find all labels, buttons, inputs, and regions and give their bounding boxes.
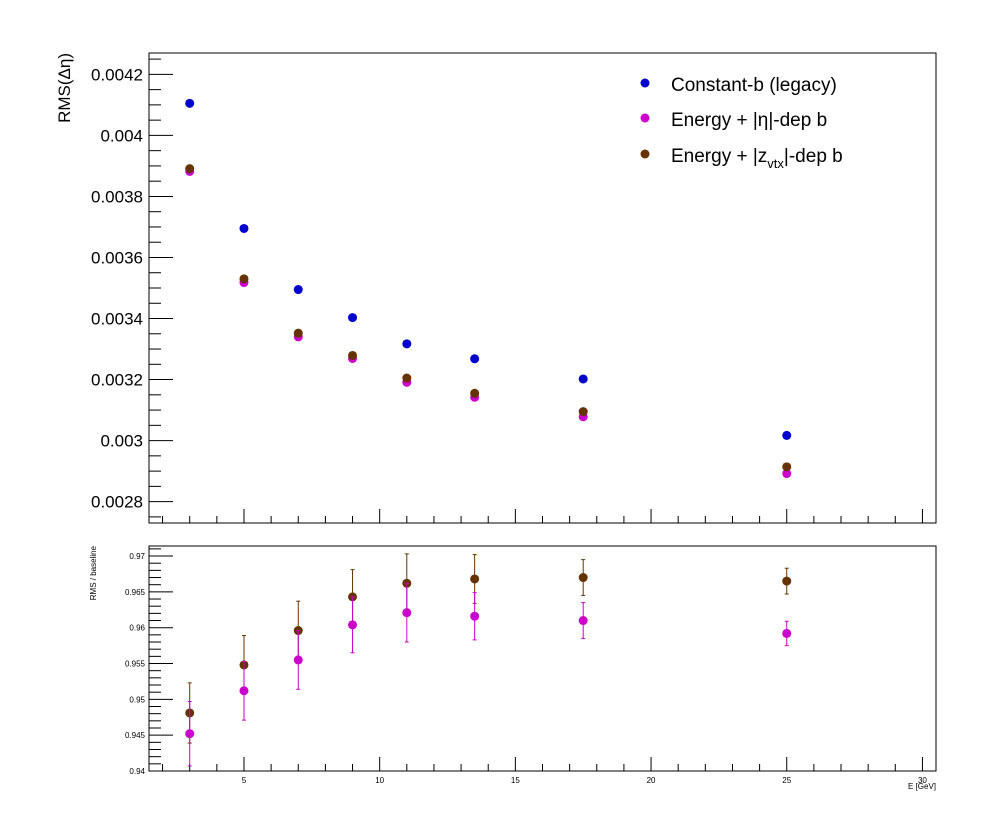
top-point-series2-x3 xyxy=(185,164,195,174)
bottom-x-tick-label-25: 25 xyxy=(782,776,791,785)
top-point-series1-x25 xyxy=(782,469,792,479)
bottom-point-series1-x5 xyxy=(239,686,249,696)
top-point-series0-x3 xyxy=(185,98,195,108)
legend-label-zvtx-dep: Energy + |zvtx|-dep b xyxy=(671,146,843,171)
legend-entry-constant-b: Constant-b (legacy) xyxy=(640,75,837,96)
bottom-y-tick-label-0-955: 0.955 xyxy=(125,660,146,669)
top-point-series0-x9 xyxy=(348,313,358,323)
bottom-x-tick-label-10: 10 xyxy=(375,776,384,785)
top-point-series0-x17-5 xyxy=(578,374,588,384)
bottom-x-tick-label-20: 20 xyxy=(647,776,656,785)
top-point-series2-x11 xyxy=(402,373,412,383)
bottom-point-series1-x25 xyxy=(782,628,792,638)
bottom-x-tick-label-5: 5 xyxy=(242,776,247,785)
top-y-tick-label-0-0032: 0.0032 xyxy=(91,371,143,390)
legend-label-zvtx-tail: |-dep b xyxy=(784,146,843,167)
bottom-point-series0-x13-5 xyxy=(470,574,480,584)
bottom-data-markers xyxy=(185,553,792,767)
bottom-y-axis-title: RMS / baseline xyxy=(89,545,98,600)
bottom-point-series1-x7 xyxy=(293,655,303,665)
bottom-point-series1-x11 xyxy=(402,608,412,618)
top-y-tick-label-0-0042: 0.0042 xyxy=(91,65,143,84)
top-point-series2-x13-5 xyxy=(470,388,480,398)
legend-label-constant-b: Constant-b (legacy) xyxy=(671,75,837,96)
top-y-axis: 0.0028 0.003 0.0032 0.0034 0.0036 0.0038 0.004… xyxy=(91,58,173,518)
top-point-series0-x13-5 xyxy=(470,354,480,364)
bottom-point-series1-x17-5 xyxy=(578,616,588,626)
legend-label-zvtx-main: Energy + |z xyxy=(671,146,767,167)
top-point-series0-x5 xyxy=(239,223,249,233)
top-y-tick-label-0-0034: 0.0034 xyxy=(91,310,143,329)
top-panel: 0.0028 0.003 0.0032 0.0034 0.0036 0.0038 0.004… xyxy=(55,52,937,524)
top-y-tick-label-0-0038: 0.0038 xyxy=(91,187,143,206)
bottom-point-series0-x25 xyxy=(782,576,792,586)
bottom-point-series1-x9 xyxy=(348,620,358,630)
bottom-y-tick-label-0-965: 0.965 xyxy=(125,588,146,597)
legend-label-zvtx-sub: vtx xyxy=(767,156,784,171)
legend: Constant-b (legacy) Energy + |η|-dep b E… xyxy=(640,75,843,171)
top-point-series0-x11 xyxy=(402,339,412,349)
top-y-tick-label-0-0036: 0.0036 xyxy=(91,248,143,267)
bottom-point-series1-x13-5 xyxy=(470,611,480,621)
top-y-tick-label-0-003: 0.003 xyxy=(100,432,143,451)
bottom-x-axis: 5 10 15 20 25 30 xyxy=(162,757,927,785)
top-point-series2-x5 xyxy=(239,274,249,284)
bottom-y-axis: 0.94 0.945 0.95 0.955 0.96 0.965 0.97 xyxy=(125,548,173,776)
top-point-series2-x25 xyxy=(782,462,792,472)
top-point-series2-x7 xyxy=(293,328,303,338)
bottom-x-tick-label-30: 30 xyxy=(918,776,927,785)
top-point-series0-x7 xyxy=(293,285,303,295)
top-point-series2-x9 xyxy=(348,350,358,360)
bottom-point-series1-x3 xyxy=(185,729,195,739)
legend-entry-zvtx-dep: Energy + |zvtx|-dep b xyxy=(640,146,843,171)
bottom-y-tick-label-0-95: 0.95 xyxy=(129,695,145,704)
legend-marker-constant-b xyxy=(640,78,650,88)
legend-marker-eta-dep xyxy=(640,113,650,123)
top-point-series0-x25 xyxy=(782,430,792,440)
bottom-y-tick-label-0-97: 0.97 xyxy=(129,552,145,561)
bottom-panel: 0.94 0.945 0.95 0.955 0.96 0.965 0.97 5 10 15 20 2… xyxy=(89,545,937,791)
bottom-x-tick-label-15: 15 xyxy=(511,776,520,785)
top-y-tick-label-0-004: 0.004 xyxy=(100,126,143,145)
bottom-y-tick-label-0-96: 0.96 xyxy=(129,624,145,633)
top-data-markers xyxy=(185,98,792,479)
top-y-axis-title: RMS(Δη) xyxy=(55,53,74,123)
bottom-point-series0-x17-5 xyxy=(578,573,588,583)
top-y-tick-label-0-0028: 0.0028 xyxy=(91,493,143,512)
legend-entry-eta-dep: Energy + |η|-dep b xyxy=(640,110,827,131)
top-point-series2-x17-5 xyxy=(578,407,588,417)
top-x-ticks xyxy=(162,509,923,523)
legend-label-eta-dep: Energy + |η|-dep b xyxy=(671,110,827,131)
legend-marker-zvtx-dep xyxy=(640,149,650,159)
bottom-y-tick-label-0-94: 0.94 xyxy=(129,767,145,776)
bottom-y-tick-label-0-945: 0.945 xyxy=(125,731,146,740)
bottom-x-axis-title: E [GeV] xyxy=(908,782,936,791)
